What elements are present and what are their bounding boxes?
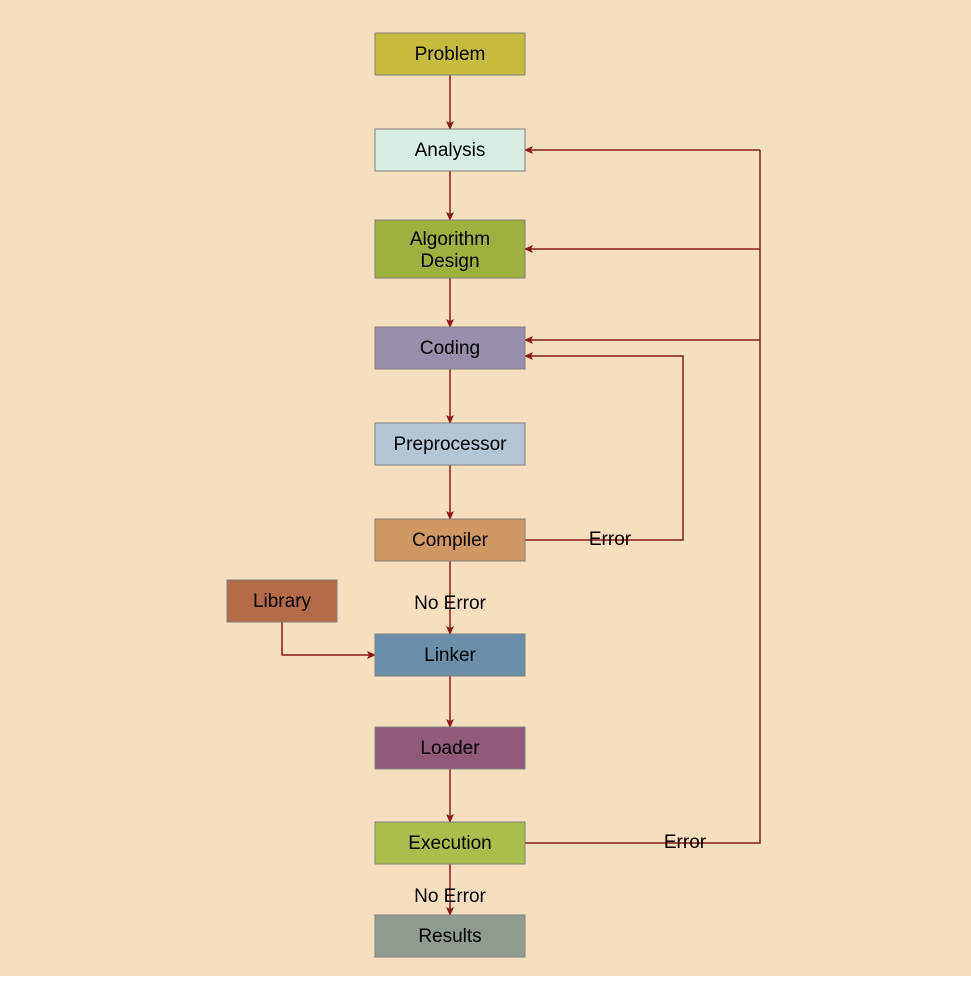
- node-label-loader: Loader: [420, 738, 480, 759]
- node-coding: Coding: [375, 327, 525, 369]
- node-label-linker: Linker: [424, 645, 476, 666]
- node-preprocessor: Preprocessor: [375, 423, 525, 465]
- node-execution: Execution: [375, 822, 525, 864]
- node-analysis: Analysis: [375, 129, 525, 171]
- node-loader: Loader: [375, 727, 525, 769]
- node-problem: Problem: [375, 33, 525, 75]
- node-label-algorithm: AlgorithmDesign: [410, 229, 490, 272]
- node-label-execution: Execution: [408, 833, 491, 854]
- edge-label-compiler-linker: No Error: [414, 593, 486, 614]
- flowchart-diagram: Problem Analysis AlgorithmDesign Coding Prep…: [0, 0, 971, 976]
- node-label-results: Results: [418, 926, 481, 947]
- node-label-compiler: Compiler: [412, 530, 489, 551]
- node-compiler: Compiler: [375, 519, 525, 561]
- edge-label-compiler-error: Error: [589, 529, 632, 550]
- node-label-library: Library: [253, 591, 312, 612]
- edge-label-execution-results: No Error: [414, 886, 486, 907]
- node-label-analysis: Analysis: [415, 140, 486, 161]
- node-label-coding: Coding: [420, 338, 480, 359]
- node-label-problem: Problem: [415, 44, 486, 65]
- node-linker: Linker: [375, 634, 525, 676]
- node-results: Results: [375, 915, 525, 957]
- node-library: Library: [227, 580, 337, 622]
- edge-label-execution-error: Error: [664, 832, 707, 853]
- node-label-preprocessor: Preprocessor: [394, 434, 508, 455]
- node-algorithm: AlgorithmDesign: [375, 220, 525, 278]
